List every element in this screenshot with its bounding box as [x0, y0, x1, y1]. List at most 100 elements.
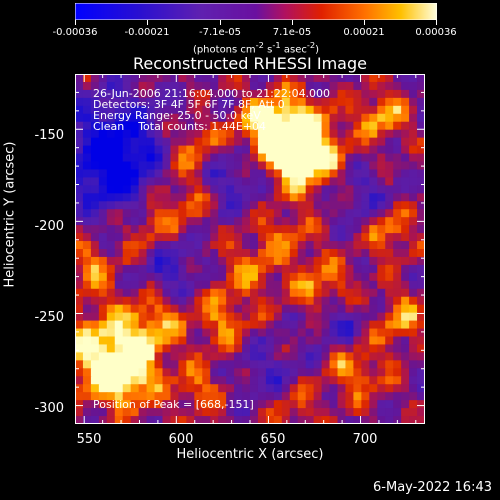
- heatmap-cell: [369, 89, 378, 99]
- heatmap-cell: [162, 177, 172, 186]
- heatmap-cell: [226, 256, 235, 266]
- heatmap-cell: [257, 416, 267, 424]
- heatmap-cell: [409, 320, 418, 330]
- heatmap-cell: [250, 352, 259, 361]
- heatmap-cell: [257, 264, 267, 274]
- heatmap-cell: [122, 177, 132, 186]
- heatmap-cell: [369, 233, 378, 242]
- heatmap-cell: [369, 177, 378, 186]
- heatmap-cell: [265, 225, 275, 234]
- heatmap-cell: [401, 304, 410, 314]
- heatmap-cell: [329, 264, 339, 274]
- heatmap-cell: [122, 233, 132, 242]
- heatmap-cell: [289, 201, 299, 210]
- heatmap-cell: [305, 97, 315, 107]
- heatmap-cell: [106, 89, 116, 99]
- heatmap-cell: [401, 225, 410, 234]
- heatmap-cell: [329, 225, 339, 234]
- heatmap-cell: [305, 272, 315, 282]
- colorbar-tick-label: -0.00021: [124, 27, 170, 38]
- heatmap-cell: [234, 81, 243, 91]
- heatmap-cell: [417, 368, 425, 377]
- heatmap-cell: [313, 312, 323, 322]
- heatmap-cell: [337, 312, 347, 322]
- heatmap-cell: [321, 304, 331, 314]
- heatmap-cell: [313, 249, 323, 258]
- heatmap-cell: [242, 233, 251, 242]
- heatmap-cell: [114, 304, 124, 314]
- heatmap-cell: [313, 344, 323, 353]
- heatmap-cell: [98, 288, 108, 298]
- heatmap-cell: [106, 360, 116, 369]
- heatmap-cell: [273, 145, 283, 155]
- heatmap-cell: [250, 137, 259, 147]
- heatmap-cell: [226, 153, 235, 163]
- heatmap-cell: [329, 97, 339, 107]
- heatmap-cell: [122, 328, 132, 338]
- heatmap-cell: [90, 121, 100, 131]
- heatmap-cell: [345, 169, 354, 178]
- heatmap-cell: [313, 296, 323, 306]
- heatmap-cell: [210, 105, 219, 115]
- heatmap-cell: [178, 249, 187, 258]
- heatmap-cell: [361, 129, 370, 139]
- heatmap-cell: [178, 97, 187, 107]
- heatmap-cell: [361, 416, 370, 424]
- heatmap-cell: [273, 328, 283, 338]
- heatmap-cell: [178, 344, 187, 353]
- heatmap-cell: [417, 328, 425, 338]
- heatmap-cell: [417, 74, 425, 83]
- colorbar-tick-label: -0.00036: [52, 27, 98, 38]
- heatmap-cell: [178, 233, 187, 242]
- heatmap-cell: [242, 129, 251, 139]
- heatmap-cell: [186, 169, 195, 178]
- heatmap-cell: [75, 97, 84, 107]
- heatmap-cell: [98, 249, 108, 258]
- heatmap-cell: [75, 225, 84, 234]
- heatmap-cell: [146, 217, 156, 226]
- heatmap-cell: [122, 225, 132, 234]
- heatmap-cell: [401, 312, 410, 322]
- heatmap-cell: [202, 217, 211, 226]
- heatmap-cell: [170, 233, 179, 242]
- heatmap-cell: [90, 105, 100, 115]
- heatmap-cell: [353, 241, 362, 250]
- heatmap-cell: [313, 185, 323, 194]
- heatmap-cell: [377, 153, 386, 163]
- heatmap-cell: [281, 81, 291, 91]
- heatmap-cell: [281, 153, 291, 163]
- heatmap-cell: [130, 217, 140, 226]
- heatmap-cell: [250, 344, 259, 353]
- heatmap-cell: [353, 392, 362, 401]
- heatmap-cell: [377, 304, 386, 314]
- heatmap-cell: [337, 209, 347, 218]
- heatmap-cell: [154, 352, 164, 361]
- heatmap-cell: [170, 74, 179, 83]
- heatmap-cell: [345, 185, 354, 194]
- heatmap-cell: [202, 312, 211, 322]
- heatmap-cell: [393, 256, 402, 266]
- heatmap-cell: [265, 185, 275, 194]
- heatmap-cell: [250, 177, 259, 186]
- heatmap-cell: [409, 121, 418, 131]
- heatmap-cell: [297, 233, 307, 242]
- heatmap-cell: [353, 336, 362, 346]
- heatmap-cell: [194, 416, 203, 424]
- heatmap-cell: [226, 312, 235, 322]
- heatmap-cell: [409, 233, 418, 242]
- heatmap-cell: [313, 89, 323, 99]
- heatmap-cell: [257, 360, 267, 369]
- heatmap-cell: [377, 137, 386, 147]
- heatmap-cell: [82, 400, 92, 409]
- heatmap-cell: [289, 241, 299, 250]
- heatmap-cell: [242, 153, 251, 163]
- heatmap-cell: [202, 416, 211, 424]
- heatmap-plot[interactable]: [75, 74, 425, 424]
- heatmap-cell: [138, 169, 148, 178]
- heatmap-cell: [210, 408, 219, 417]
- heatmap-cell: [186, 368, 195, 377]
- heatmap-cell: [305, 416, 315, 424]
- heatmap-cell: [202, 296, 211, 306]
- heatmap-cell: [289, 352, 299, 361]
- heatmap-cell: [289, 81, 299, 91]
